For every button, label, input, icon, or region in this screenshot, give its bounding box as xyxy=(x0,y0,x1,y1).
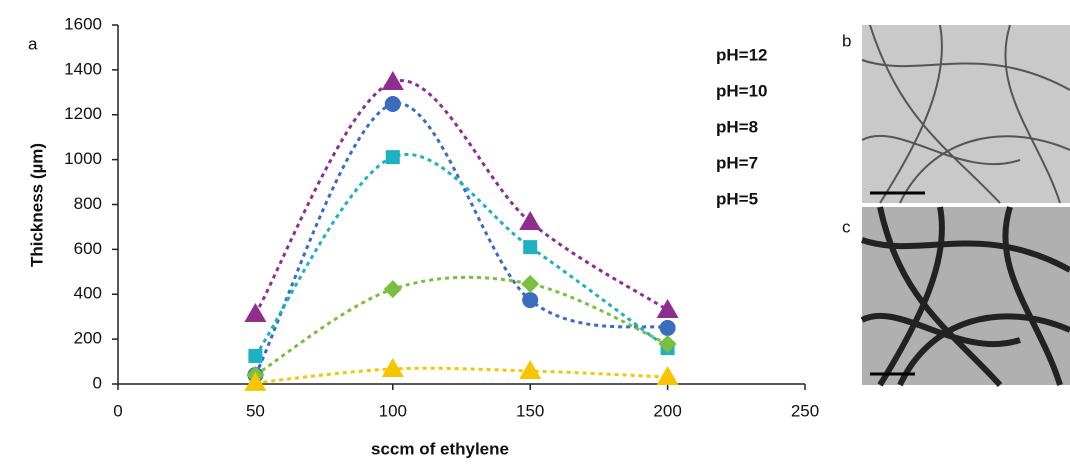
y-tick-label: 1400 xyxy=(64,59,102,78)
panel-label: c xyxy=(842,217,851,236)
marker xyxy=(656,298,679,318)
trend-line xyxy=(254,79,669,315)
tem-image-b xyxy=(861,24,1070,204)
marker xyxy=(523,240,538,255)
legend-label: pH=5 xyxy=(716,189,758,208)
marker xyxy=(656,366,679,386)
trend-line xyxy=(254,275,669,377)
tem-image-c xyxy=(860,206,1070,388)
marker xyxy=(381,357,404,377)
marker xyxy=(519,359,542,379)
y-tick-label: 400 xyxy=(74,284,102,303)
x-tick-label: 100 xyxy=(379,401,407,420)
y-tick-label: 600 xyxy=(74,239,102,258)
y-tick-label: 200 xyxy=(74,329,102,348)
trend-line xyxy=(254,153,669,357)
marker xyxy=(244,302,267,322)
x-axis-label: sccm of ethylene xyxy=(371,439,509,458)
panel-label: a xyxy=(28,34,38,53)
x-tick-label: 50 xyxy=(246,401,265,420)
marker xyxy=(383,280,402,299)
legend-label: pH=10 xyxy=(716,81,768,100)
marker xyxy=(659,319,676,336)
x-tick-label: 250 xyxy=(791,401,819,420)
marker xyxy=(658,335,677,354)
marker xyxy=(244,371,267,391)
marker xyxy=(519,211,542,231)
trend-line xyxy=(255,366,668,385)
y-tick-label: 1200 xyxy=(64,104,102,123)
x-tick-label: 200 xyxy=(653,401,681,420)
y-axis-label: Thickness (µm) xyxy=(27,143,46,267)
x-tick-label: 150 xyxy=(516,401,544,420)
legend-label: pH=7 xyxy=(716,153,758,172)
legend-label: pH=8 xyxy=(716,117,758,136)
marker xyxy=(522,292,539,309)
marker xyxy=(248,348,263,363)
marker xyxy=(385,150,400,165)
legend-label: pH=12 xyxy=(716,45,768,64)
y-tick-label: 800 xyxy=(74,194,102,213)
y-tick-label: 0 xyxy=(93,373,102,392)
marker xyxy=(521,274,540,293)
trend-line xyxy=(254,102,668,376)
marker xyxy=(381,70,404,90)
y-tick-label: 1600 xyxy=(64,14,102,33)
x-tick-label: 0 xyxy=(113,401,122,420)
marker xyxy=(384,95,401,112)
panel-label: b xyxy=(842,31,851,50)
y-tick-label: 1000 xyxy=(64,149,102,168)
